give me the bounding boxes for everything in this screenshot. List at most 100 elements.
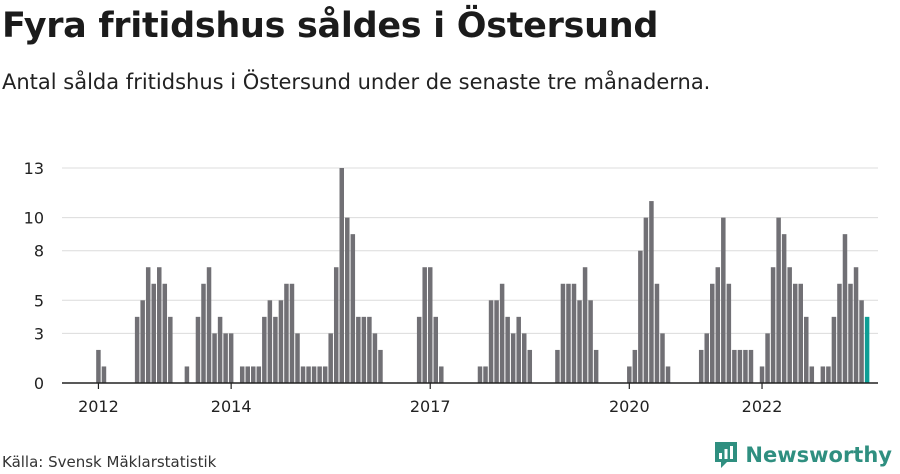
bar [582,267,588,383]
bar [184,366,190,383]
bar [433,316,439,383]
bar [566,283,571,383]
bar [416,316,422,383]
bar [427,267,433,383]
bar [328,333,333,383]
bar [654,283,660,383]
y-tick-label: 10 [24,209,44,228]
source-note: Källa: Svensk Mäklarstatistik [2,453,217,471]
bar [588,300,593,383]
bar [477,366,483,383]
x-tick-label: 2017 [410,397,451,416]
bar-value-label: 4 [896,0,900,4]
bar [820,366,826,383]
bar [223,333,228,383]
bar [101,366,107,383]
y-tick-label: 5 [34,291,44,310]
y-tick-label: 8 [34,242,44,261]
bar [372,333,378,383]
bar [333,267,339,383]
bar [295,333,300,383]
bar [859,300,864,383]
x-tick-label: 2014 [211,397,252,416]
bar [837,283,842,383]
bar [792,283,798,383]
bar [748,349,754,383]
bar [483,366,488,383]
bar [721,217,726,383]
chart-subtitle: Antal sålda fritidshus i Östersund under… [2,70,711,94]
bar [494,300,499,383]
bar [710,283,715,383]
bar [162,283,168,383]
bar [278,300,284,383]
bar [206,267,212,383]
bar [527,349,533,383]
bar [715,267,721,383]
bar [499,283,505,383]
bar [737,349,743,383]
bar [96,349,101,383]
bar [770,267,776,383]
bar [267,300,273,383]
bar [643,217,649,383]
bar [698,349,704,383]
bar [157,267,162,383]
bar [593,349,599,383]
bar [560,283,566,383]
bar [665,366,671,383]
newsworthy-logo-icon [715,442,738,468]
x-tick-label: 2020 [609,397,650,416]
y-tick-label: 13 [24,159,44,178]
bar [300,366,306,383]
brand-logo: Newsworthy [713,440,892,470]
bar [339,168,344,383]
bar [704,333,709,383]
bar [787,267,792,383]
bar [356,316,361,383]
bar [212,333,217,383]
bar [311,366,317,383]
bar [516,316,521,383]
bar [256,366,262,383]
y-tick-label: 3 [34,324,44,343]
bar [571,283,577,383]
bar [826,366,831,383]
bar [134,316,140,383]
bar [842,234,848,383]
bar [422,267,427,383]
bar [361,316,367,383]
bar [743,349,748,383]
bar [781,234,787,383]
bar [322,366,328,383]
brand-name: Newsworthy [745,443,892,467]
bar [510,333,516,383]
bar [555,349,560,383]
bar [367,316,372,383]
bar [649,201,654,383]
bar [505,316,510,383]
bar [765,333,770,383]
bar [439,366,444,383]
bar [217,316,223,383]
bar [831,316,837,383]
bar [848,283,853,383]
bar [378,349,383,383]
bar [262,316,267,383]
bar [577,300,582,383]
bar [853,267,859,383]
x-tick-label: 2022 [742,397,783,416]
bar [317,366,322,383]
bar [284,283,289,383]
bar [759,366,765,383]
bar [488,300,494,383]
bar [726,283,732,383]
bar [201,283,206,383]
bar [798,283,803,383]
bar [195,316,201,383]
bar [660,333,665,383]
bar [239,366,245,383]
bar [151,283,156,383]
bar [521,333,527,383]
bar [627,366,632,383]
